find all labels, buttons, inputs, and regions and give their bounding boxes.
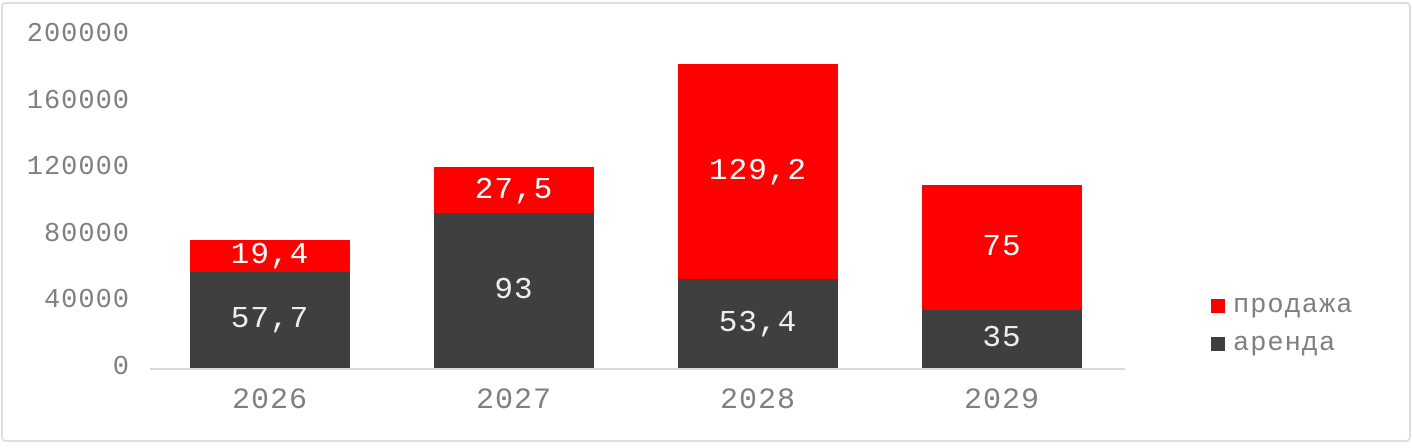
bar-data-label: 27,5 <box>474 172 554 208</box>
legend-label-sales: продажа <box>1233 291 1354 321</box>
x-axis-label: 2026 <box>231 384 308 418</box>
x-axis-line <box>150 368 1125 370</box>
y-axis-label: 40000 <box>43 286 130 317</box>
x-axis-label: 2027 <box>475 384 552 418</box>
bar-data-label: 75 <box>982 229 1022 265</box>
y-axis-label: 0 <box>112 353 130 383</box>
legend-item-rent: аренда <box>1211 325 1353 363</box>
bar-segment: 53,4 <box>678 279 838 368</box>
bar-data-label: 57,7 <box>230 302 310 338</box>
y-axis-label: 80000 <box>43 219 130 250</box>
x-axis-label: 2028 <box>719 384 796 418</box>
bar-data-label: 19,4 <box>230 239 310 272</box>
bar-segment: 129,2 <box>678 63 838 280</box>
bar-segment: 57,7 <box>190 271 350 368</box>
bar-segment: 93 <box>434 213 594 368</box>
y-axis-label: 120000 <box>26 153 130 184</box>
bar-segment: 19,4 <box>190 239 350 272</box>
bar-data-label: 129,2 <box>708 154 807 190</box>
legend-item-sales: продажа <box>1211 287 1353 325</box>
bar-data-label: 35 <box>982 321 1022 357</box>
y-axis-label: 160000 <box>26 86 130 117</box>
bar-data-label: 53,4 <box>718 306 798 342</box>
legend-label-rent: аренда <box>1233 329 1337 359</box>
bar-data-label: 93 <box>494 273 534 309</box>
x-axis-label: 2029 <box>963 384 1040 418</box>
y-axis-label: 200000 <box>26 20 130 50</box>
legend-swatch-rent-icon <box>1211 337 1225 351</box>
legend: продажа аренда <box>1211 287 1353 363</box>
legend-swatch-sales-icon <box>1211 299 1225 313</box>
bar-segment: 75 <box>922 184 1082 310</box>
bar-segment: 35 <box>922 309 1082 368</box>
bar-segment: 27,5 <box>434 167 594 214</box>
